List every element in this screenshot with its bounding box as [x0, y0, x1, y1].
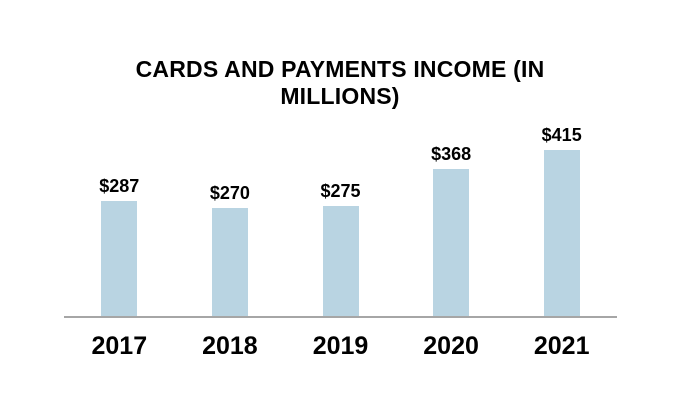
x-tick-label: 2020	[423, 332, 479, 360]
bar-value-label: $270	[209, 183, 250, 203]
x-tick-label: 2019	[312, 332, 369, 360]
plot-area: $287 2017 $270 2018 $275 2019 $368 2020 $415 2021	[64, 120, 617, 359]
x-tick-label: 2017	[91, 332, 148, 360]
x-tick-label: 2018	[202, 332, 258, 360]
x-axis-line	[64, 316, 617, 318]
chart-title: CARDS AND PAYMENTS INCOME (IN MILLIONS)	[135, 56, 545, 109]
bar	[211, 208, 248, 316]
bar-value-label: $275	[320, 181, 361, 201]
bar	[543, 150, 580, 316]
x-tick-label: 2021	[533, 332, 590, 360]
bar	[322, 206, 359, 316]
bar	[101, 201, 138, 316]
bar-value-label: $287	[99, 176, 140, 196]
bar-value-label: $415	[541, 125, 582, 145]
bar	[433, 169, 470, 316]
bar-value-label: $368	[431, 144, 472, 164]
